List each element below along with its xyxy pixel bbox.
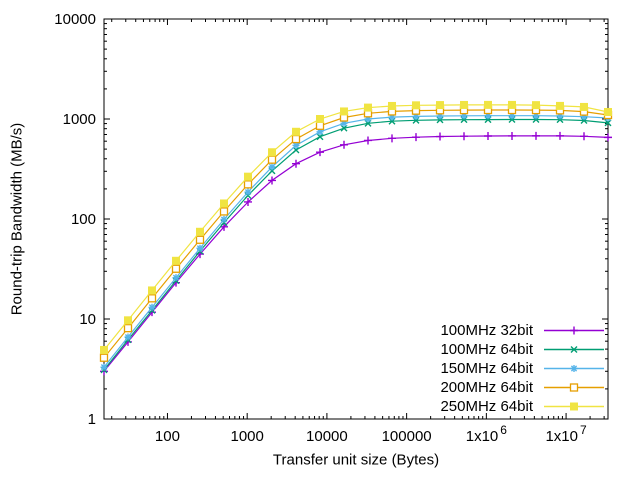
y-tick-label: 1000 — [63, 111, 96, 128]
x-tick-label: 1000 — [230, 428, 263, 445]
x-tick-label: 10000 — [306, 428, 348, 445]
series-100MHz-32bit — [100, 131, 612, 376]
axis-ticks — [104, 18, 608, 420]
y-tick-label: 10000 — [54, 11, 96, 28]
y-axis-title: Round-trip Bandwidth (MB/s) — [8, 122, 26, 316]
x-tick-label: 1x10 6 — [466, 423, 508, 445]
x-tick-label: 100 — [155, 428, 180, 445]
series-line — [103, 135, 609, 372]
series-150MHz-64bit — [100, 112, 612, 371]
x-tick-label: 100000 — [382, 428, 432, 445]
x-axis-title: Transfer unit size (Bytes) — [272, 451, 440, 469]
series-line — [103, 109, 609, 359]
plot-border — [103, 18, 609, 420]
y-tick-label: 10 — [79, 311, 96, 328]
x-tick-label: 1x10 7 — [545, 423, 587, 445]
series-line — [103, 118, 609, 371]
series-100MHz-64bit — [100, 116, 612, 374]
series-line — [103, 115, 609, 368]
series-line — [103, 104, 609, 351]
y-tick-label: 100 — [71, 211, 96, 228]
y-tick-label: 1 — [88, 411, 96, 428]
tick-labels: 1 10 100 1000 10000 100 1000 10000 100000 1x10 6 1x… — [54, 11, 587, 445]
series-200MHz-64bit — [99, 105, 613, 362]
series-250MHz-64bit — [100, 100, 612, 354]
